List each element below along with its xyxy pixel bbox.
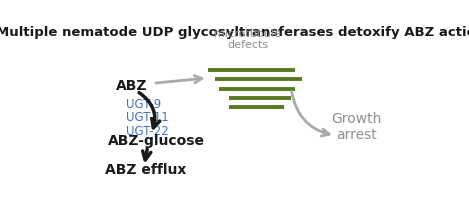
Text: UGT-11: UGT-11 bbox=[126, 111, 169, 124]
Text: UGT-22: UGT-22 bbox=[126, 125, 169, 138]
Text: Growth
arrest: Growth arrest bbox=[332, 112, 382, 142]
Text: microtubule
defects: microtubule defects bbox=[214, 29, 281, 50]
Text: ABZ: ABZ bbox=[115, 79, 147, 93]
Text: Multiple nematode UDP glycosyltransferases detoxify ABZ action: Multiple nematode UDP glycosyltransferas… bbox=[0, 26, 469, 39]
Text: ABZ-glucose: ABZ-glucose bbox=[108, 134, 205, 148]
Text: UGT-9: UGT-9 bbox=[126, 98, 161, 111]
Text: ABZ efflux: ABZ efflux bbox=[105, 163, 187, 177]
